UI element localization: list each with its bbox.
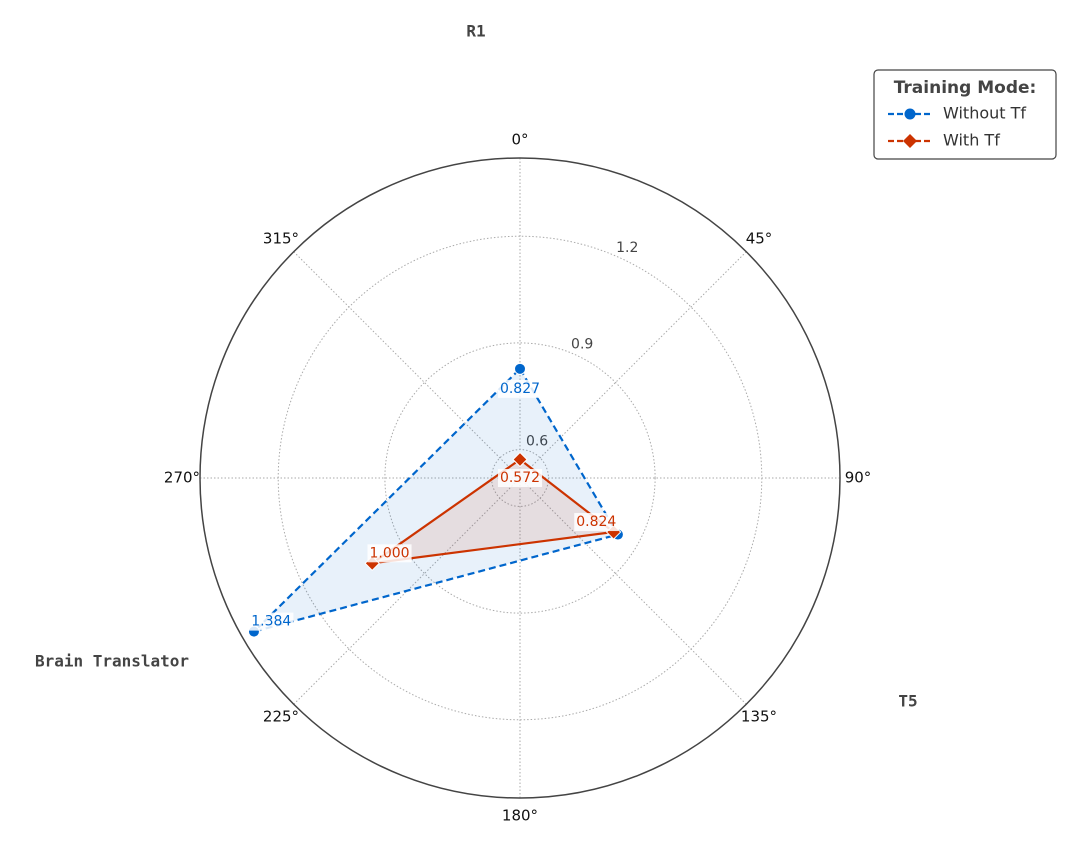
legend: Training Mode: Without Tf With Tf — [873, 69, 1057, 160]
series-area — [254, 368, 618, 632]
legend-label: With Tf — [943, 131, 1000, 150]
angle-tick-label: 315° — [263, 229, 299, 247]
value-label-group: 0.827 — [497, 379, 543, 398]
value-label-bg — [497, 469, 543, 487]
value-label: 1.384 — [251, 614, 291, 630]
grid: 0° 45° 90° 135° 180° 225° 270° 315° 0.6 0.9 1.2 — [164, 131, 871, 825]
legend-marker — [903, 134, 917, 148]
value-label-group: 0.824 — [574, 513, 619, 532]
value-label-bg — [249, 612, 294, 631]
series-line — [250, 367, 620, 634]
grid-spoke — [293, 477, 521, 705]
grid-circle — [277, 235, 763, 721]
angle-tick-label: 135° — [741, 708, 777, 726]
marker — [514, 362, 526, 375]
value-label-bg — [497, 379, 543, 398]
legend-title: Training Mode: — [894, 78, 1037, 98]
plot-area — [247, 362, 624, 638]
angle-tick-label: 180° — [502, 807, 538, 825]
angle-tick-label: 0° — [511, 131, 528, 149]
angle-tick-label: 90° — [845, 469, 872, 487]
grid-spoke — [519, 251, 747, 479]
labels: R1 T5 Brain Translator 0.827 1.384 0.572 0.824… — [35, 22, 918, 711]
grid-circle — [491, 449, 549, 507]
grid-spoke — [519, 477, 747, 705]
value-label-bg — [574, 513, 619, 532]
angle-tick-label: 225° — [263, 708, 299, 726]
value-label-group: 0.572 — [497, 469, 543, 487]
value-label: 0.824 — [576, 514, 616, 530]
series-line — [371, 458, 617, 565]
r-tick-label: 0.6 — [526, 433, 548, 449]
category-label: T5 — [898, 692, 917, 711]
angle-tick-label: 45° — [746, 229, 773, 247]
legend-label: Without Tf — [943, 104, 1026, 123]
category-label: R1 — [466, 22, 485, 41]
marker — [512, 451, 528, 468]
grid-spoke — [293, 251, 521, 479]
value-label: 1.000 — [369, 545, 409, 561]
value-label: 0.572 — [500, 470, 540, 486]
value-label: 0.827 — [500, 381, 540, 397]
legend-box — [873, 69, 1057, 160]
category-label: Brain Translator — [35, 652, 189, 671]
angle-tick-label: 270° — [164, 469, 200, 487]
value-label-bg — [367, 544, 412, 563]
outer-frame — [199, 157, 841, 799]
grid-circle — [384, 342, 656, 614]
value-label-group: 1.384 — [249, 612, 294, 631]
r-tick-label: 0.9 — [571, 337, 593, 353]
legend-marker — [904, 108, 916, 120]
value-label-group: 1.000 — [367, 544, 412, 563]
r-tick-label: 1.2 — [616, 240, 638, 256]
